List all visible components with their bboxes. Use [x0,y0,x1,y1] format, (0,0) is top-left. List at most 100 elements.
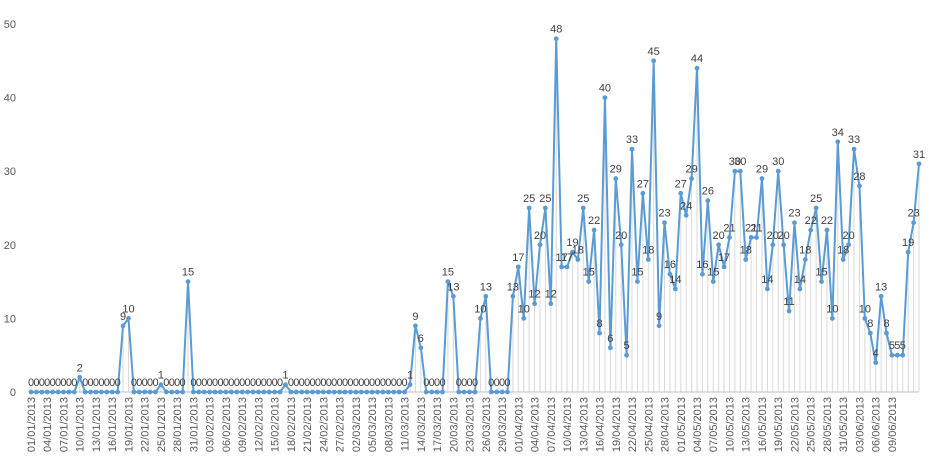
data-point [364,389,370,395]
x-tick-label: 19/01/2013 [123,397,135,452]
data-point [764,286,770,292]
x-tick-label: 16/01/2013 [107,397,119,452]
data-label: 0 [50,377,56,389]
data-point [478,316,483,321]
data-label: 23 [658,208,670,220]
data-point [737,168,743,174]
data-label: 25 [539,193,551,205]
data-point [900,352,906,358]
data-point [559,264,565,270]
data-label: 0 [380,377,386,389]
data-point [28,389,34,395]
y-tick-label: 0 [10,387,16,399]
data-label: 0 [104,377,110,389]
data-label: 13 [507,281,519,293]
data-label: 0 [439,377,445,389]
data-label: 0 [142,377,148,389]
data-label: 0 [429,377,435,389]
data-point [402,389,408,395]
data-label: 30 [734,156,746,168]
data-label: 28 [853,171,865,183]
data-point [505,389,510,395]
data-label: 1 [282,370,288,382]
data-label: 0 [93,377,99,389]
data-label: 20 [713,230,725,242]
x-tick-label: 09/02/2013 [237,397,249,452]
x-tick-label: 13/05/2013 [741,397,753,452]
data-point [597,330,602,336]
data-label: 0 [228,377,234,389]
data-point [754,235,759,240]
data-point [570,249,575,255]
data-label: 15 [583,267,595,279]
data-label: 0 [272,377,278,389]
data-point [721,264,727,270]
data-label: 13 [447,281,459,293]
data-label: 19 [566,237,578,249]
data-point [266,389,272,395]
x-tick-label: 26/03/2013 [481,397,493,452]
data-label: 31 [913,149,925,161]
data-label: 0 [488,377,494,389]
data-point [624,352,630,358]
x-tick-label: 07/01/2013 [58,397,70,452]
data-label: 20 [842,230,854,242]
data-point [656,323,662,329]
data-point [510,293,516,299]
data-point [916,161,922,167]
data-point [61,389,66,395]
data-label: 0 [396,377,402,389]
data-point [104,389,110,395]
data-point [93,389,99,395]
x-tick-label: 25/05/2013 [806,397,818,452]
data-point [358,389,364,395]
x-tick-label: 16/04/2013 [595,397,607,452]
data-points [28,36,922,395]
data-label: 26 [702,186,714,198]
data-label: 5 [894,340,900,352]
data-label: 33 [626,134,638,146]
x-tick-label: 19/04/2013 [611,397,623,452]
data-label: 0 [223,377,229,389]
data-point [153,389,158,395]
data-point [353,389,359,395]
data-point [548,301,554,307]
data-point [115,389,121,395]
data-point [440,389,445,395]
data-point [889,352,895,358]
data-point [873,360,879,365]
data-label: 0 [82,377,88,389]
data-point [391,389,397,395]
x-tick-label: 10/04/2013 [562,397,574,452]
data-point [207,389,213,395]
data-point [180,389,186,395]
data-point [515,264,521,270]
x-tick-label: 25/04/2013 [643,397,655,452]
data-point [775,168,781,174]
x-tick-label: 04/04/2013 [530,397,542,452]
data-point [862,316,868,321]
data-label: 45 [648,46,660,58]
data-label: 0 [261,377,267,389]
x-tick-label: 16/05/2013 [757,397,769,452]
data-label: 0 [217,377,223,389]
data-point [88,389,93,395]
data-label: 21 [745,222,757,234]
data-label: 22 [588,215,600,227]
data-label: 0 [163,377,169,389]
data-label: 0 [374,377,380,389]
x-tick-label: 06/06/2013 [871,397,883,452]
data-label: 0 [266,377,272,389]
drop-lines [79,38,920,392]
y-tick-label: 10 [4,313,16,325]
data-label: 0 [136,377,142,389]
data-label: 0 [250,377,256,389]
data-point [537,242,543,248]
data-label: 0 [369,377,375,389]
data-label: 0 [115,377,121,389]
data-point [120,323,126,329]
data-label: 0 [326,377,332,389]
data-point [662,220,667,226]
x-tick-label: 22/04/2013 [627,397,639,452]
data-point [542,205,548,211]
